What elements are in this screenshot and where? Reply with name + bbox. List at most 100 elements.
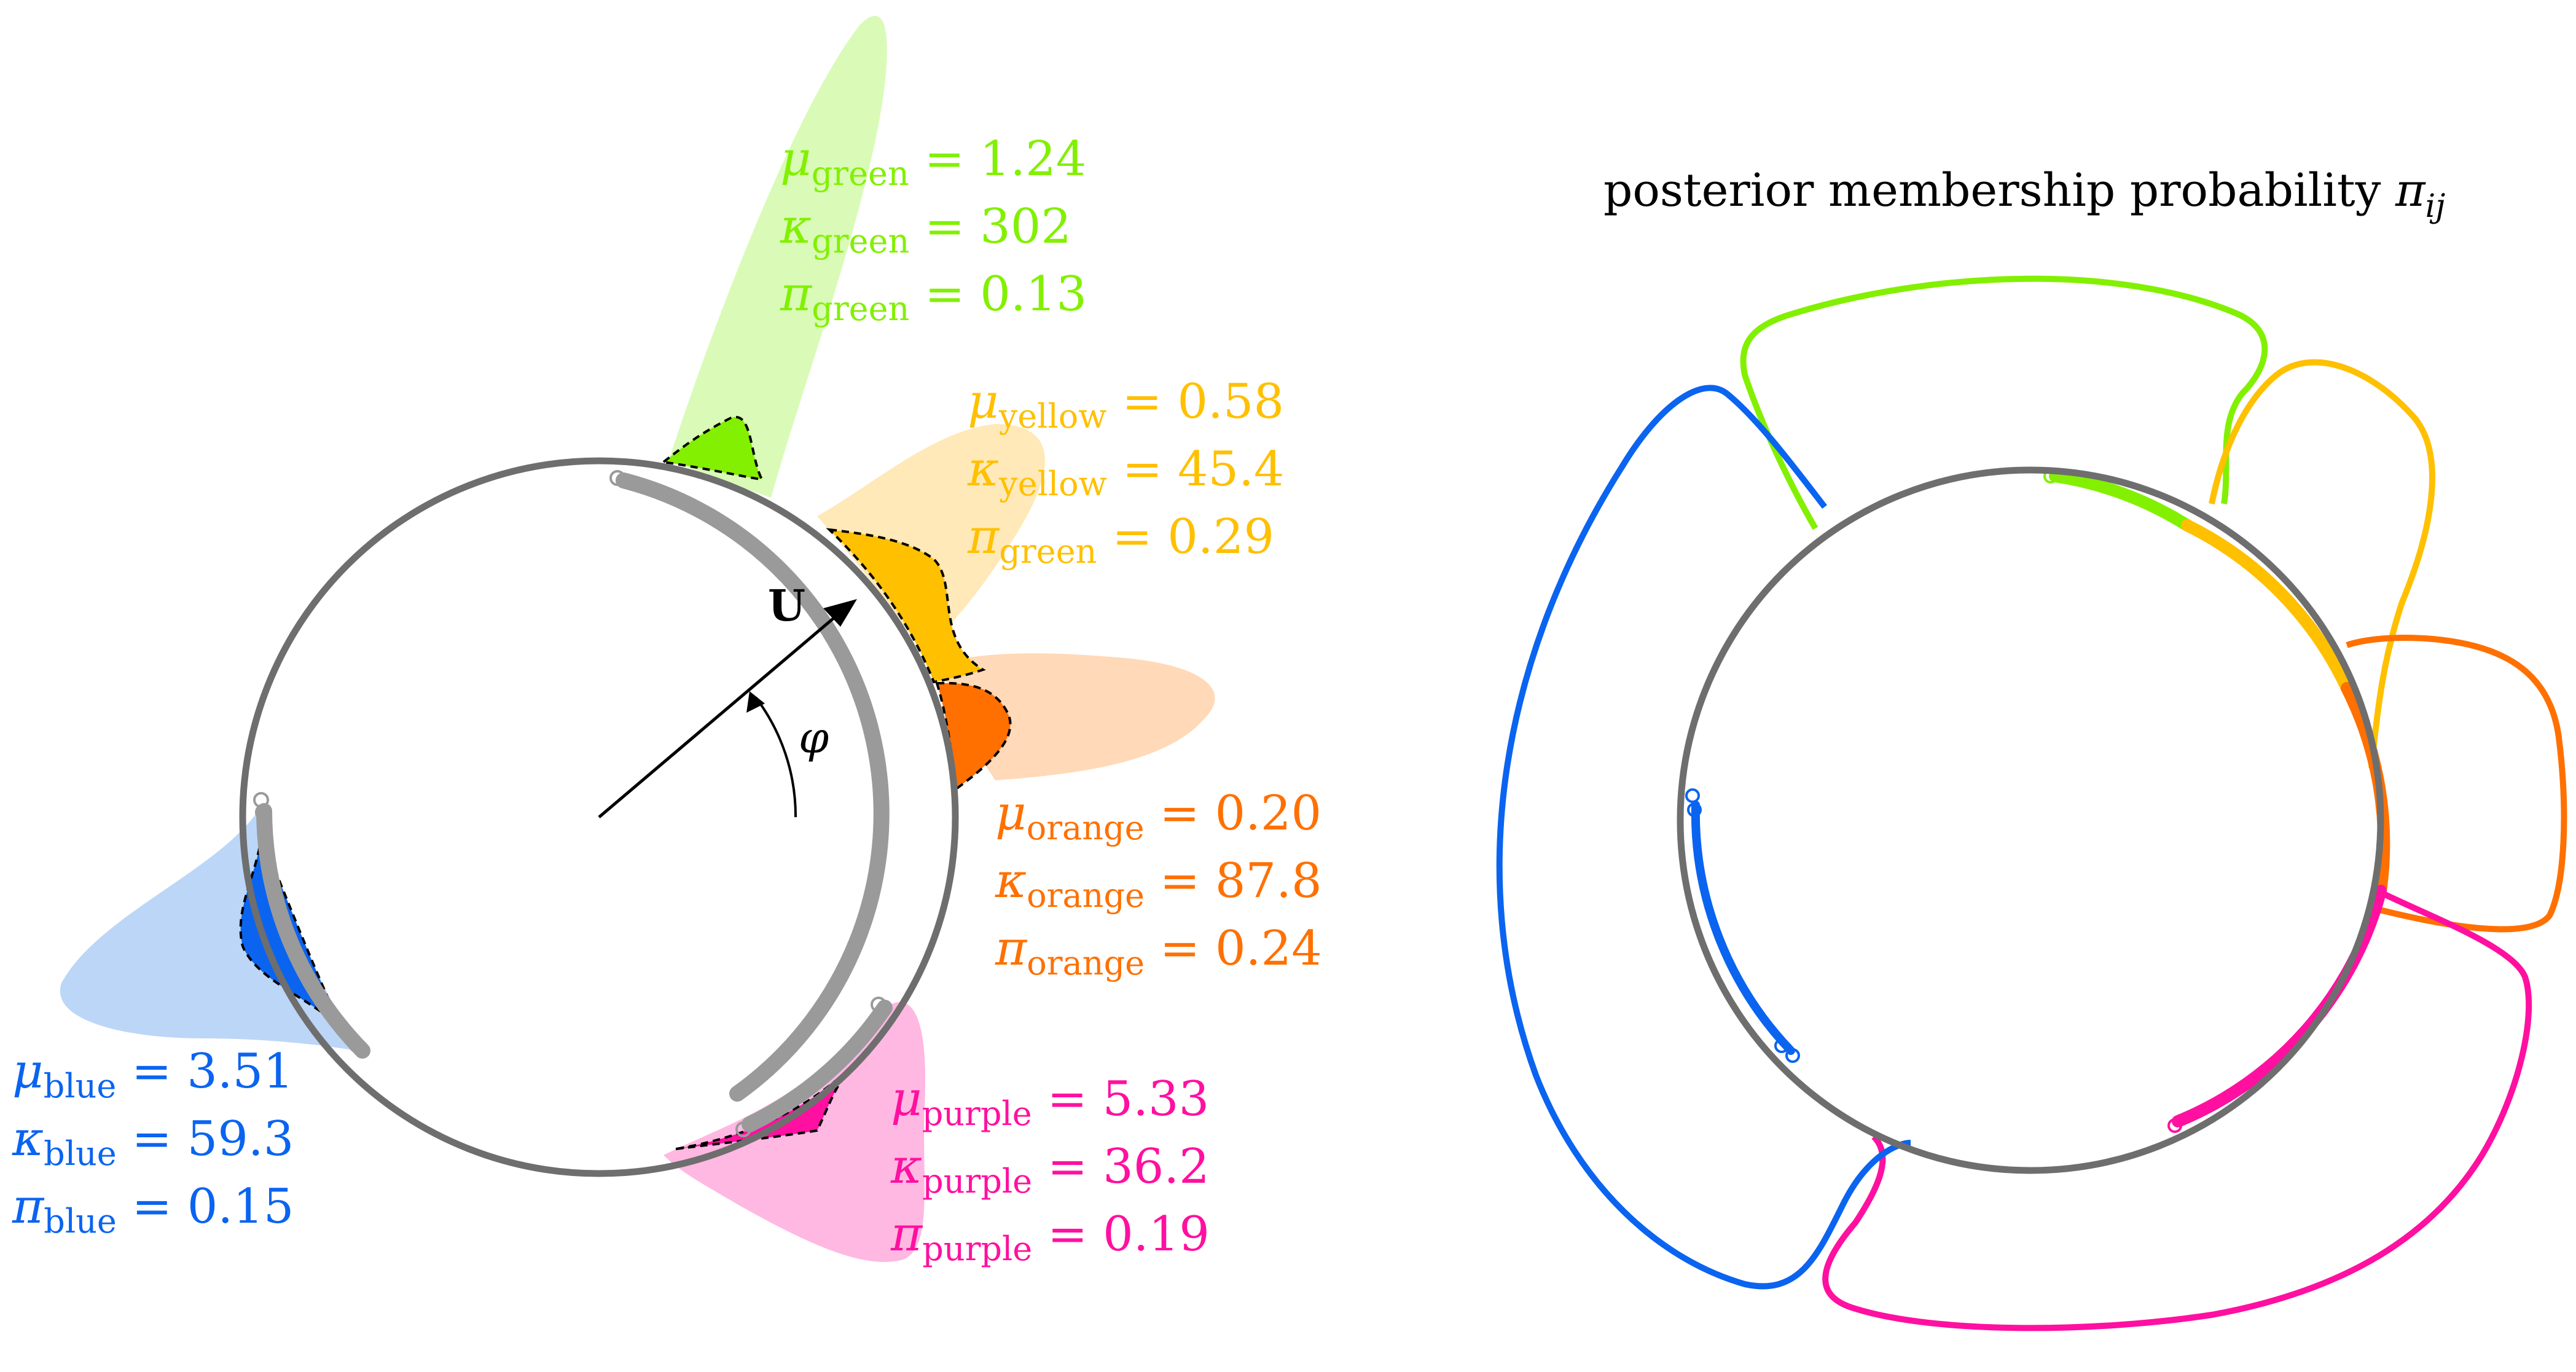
yellow-pi-subscript: green [999,532,1097,571]
blue-mu-subscript: blue [44,1067,117,1105]
purple-observation-point [2167,1118,2182,1133]
purple-pi-subscript: purple [922,1229,1032,1268]
observation-point [871,997,887,1013]
purple-kappa-subscript: purple [922,1162,1032,1201]
yellow-pi-symbol: π [967,509,1000,565]
orange-kappa-subscript: orange [1027,876,1145,915]
green-kappa-subscript: green [812,222,909,261]
orange-mu-symbol: μ [995,786,1027,841]
green-pi-label: πgreen = 0.13 [780,267,1087,328]
right-panel: posterior membership probability πij [1496,164,2567,1331]
blue-pi-subscript: blue [44,1202,117,1241]
green-pi-symbol: π [780,267,813,322]
green-pi-value: = 0.13 [909,267,1087,322]
observations-arc-upper-right [616,472,890,1102]
yellow-density-peak [826,528,986,684]
title-pi-symbol: π [2395,164,2426,217]
yellow-kappa-symbol: κ [967,442,999,497]
observation-point [609,470,625,486]
orange-kappa-label: κorange = 87.8 [995,853,1322,915]
purple-pi-symbol: π [890,1207,923,1262]
vector-u-arrowhead [823,599,857,627]
right-unit-circle [1677,466,2384,1174]
title-subscript: ij [2425,188,2446,225]
green-pi-subscript: green [812,289,909,328]
green-observations-arc [2049,470,2193,531]
yellow-kappa-label: κyellow = 45.4 [967,442,1285,503]
blue-observation-point [1785,1048,1800,1063]
green-mu-label: μgreen = 1.24 [780,131,1086,193]
blue-kappa-symbol: κ [12,1111,44,1167]
yellow-mu-symbol: μ [968,374,999,429]
green-mu-subscript: green [812,154,909,193]
orange-pi-subscript: orange [1027,944,1145,982]
blue-mu-label: μblue = 3.51 [12,1044,294,1105]
purple-kappa-symbol: κ [890,1139,922,1194]
observation-point [255,804,271,820]
orange-mu-label: μorange = 0.20 [995,786,1321,847]
purple-pi-label: πpurple = 0.19 [890,1207,1210,1268]
blue-kappa-label: κblue = 59.3 [12,1111,294,1173]
blue-pi-label: πblue = 0.15 [12,1179,294,1241]
green-kappa-value: = 302 [909,199,1071,254]
green-mu-symbol: μ [780,131,812,187]
blue-observation-point [1685,788,1700,803]
right-panel-title: posterior membership probability πij [1603,164,2445,225]
yellow-kappa-value: = 45.4 [1107,442,1285,497]
vector-u-arrow [598,610,843,818]
orange-pi-symbol: π [995,921,1028,976]
blue-observations-arc [1691,801,1795,1055]
purple-mu-label: μpurple = 5.33 [891,1072,1209,1133]
purple-mu-value: = 5.33 [1032,1072,1210,1127]
yellow-membership-curve [2209,359,2435,769]
yellow-density-lobe [817,424,1045,651]
title-text: posterior membership probability [1603,164,2395,217]
purple-pi-value: = 0.19 [1032,1207,1210,1262]
green-mu-value: = 1.24 [909,131,1087,187]
green-density-peak [660,415,764,481]
orange-pi-label: πorange = 0.24 [995,921,1322,982]
observation-point [735,1121,751,1137]
yellow-mu-subscript: yellow [998,397,1107,436]
angle-phi-arrowhead [746,691,765,713]
observations-arc-lower [742,1000,893,1132]
orange-pi-value: = 0.24 [1145,921,1322,976]
purple-kappa-value: = 36.2 [1032,1139,1210,1194]
green-kappa-symbol: κ [780,199,812,254]
blue-observation-point [1774,1038,1789,1053]
orange-kappa-value: = 87.8 [1145,853,1322,909]
yellow-kappa-subscript: yellow [998,465,1107,503]
green-membership-curve [1740,275,2268,530]
blue-kappa-subscript: blue [44,1134,117,1173]
orange-mu-subscript: orange [1027,809,1145,847]
purple-kappa-label: κpurple = 36.2 [890,1139,1210,1201]
blue-density-lobe [60,811,356,1051]
observations-arc-blue-region [256,803,370,1059]
purple-observations-arc [2172,885,2387,1127]
yellow-pi-value: = 0.29 [1097,509,1274,565]
yellow-mu-label: μyellow = 0.58 [968,374,1284,436]
yellow-pi-label: πgreen = 0.29 [967,509,1274,571]
unit-circle [239,457,959,1177]
orange-kappa-symbol: κ [995,853,1027,909]
orange-membership-curve [2346,635,2567,933]
blue-pi-value: = 0.15 [117,1179,294,1234]
yellow-observations-arc [2181,519,2353,694]
yellow-mu-value: = 0.58 [1106,374,1284,429]
orange-mu-value: = 0.20 [1145,786,1322,841]
purple-mu-subscript: purple [922,1094,1032,1133]
angle-phi-arc [754,696,797,818]
angle-phi-label: φ [799,713,829,763]
blue-membership-curve [1496,385,1911,1290]
blue-observation-point [1687,802,1702,817]
green-kappa-label: κgreen = 302 [780,199,1071,261]
observation-point [348,1037,364,1053]
green-density-lobe [670,15,887,498]
vector-u-label: U [768,580,805,631]
blue-mu-symbol: μ [12,1044,44,1099]
blue-kappa-value: = 59.3 [117,1111,294,1167]
purple-membership-curve [1822,888,2532,1331]
